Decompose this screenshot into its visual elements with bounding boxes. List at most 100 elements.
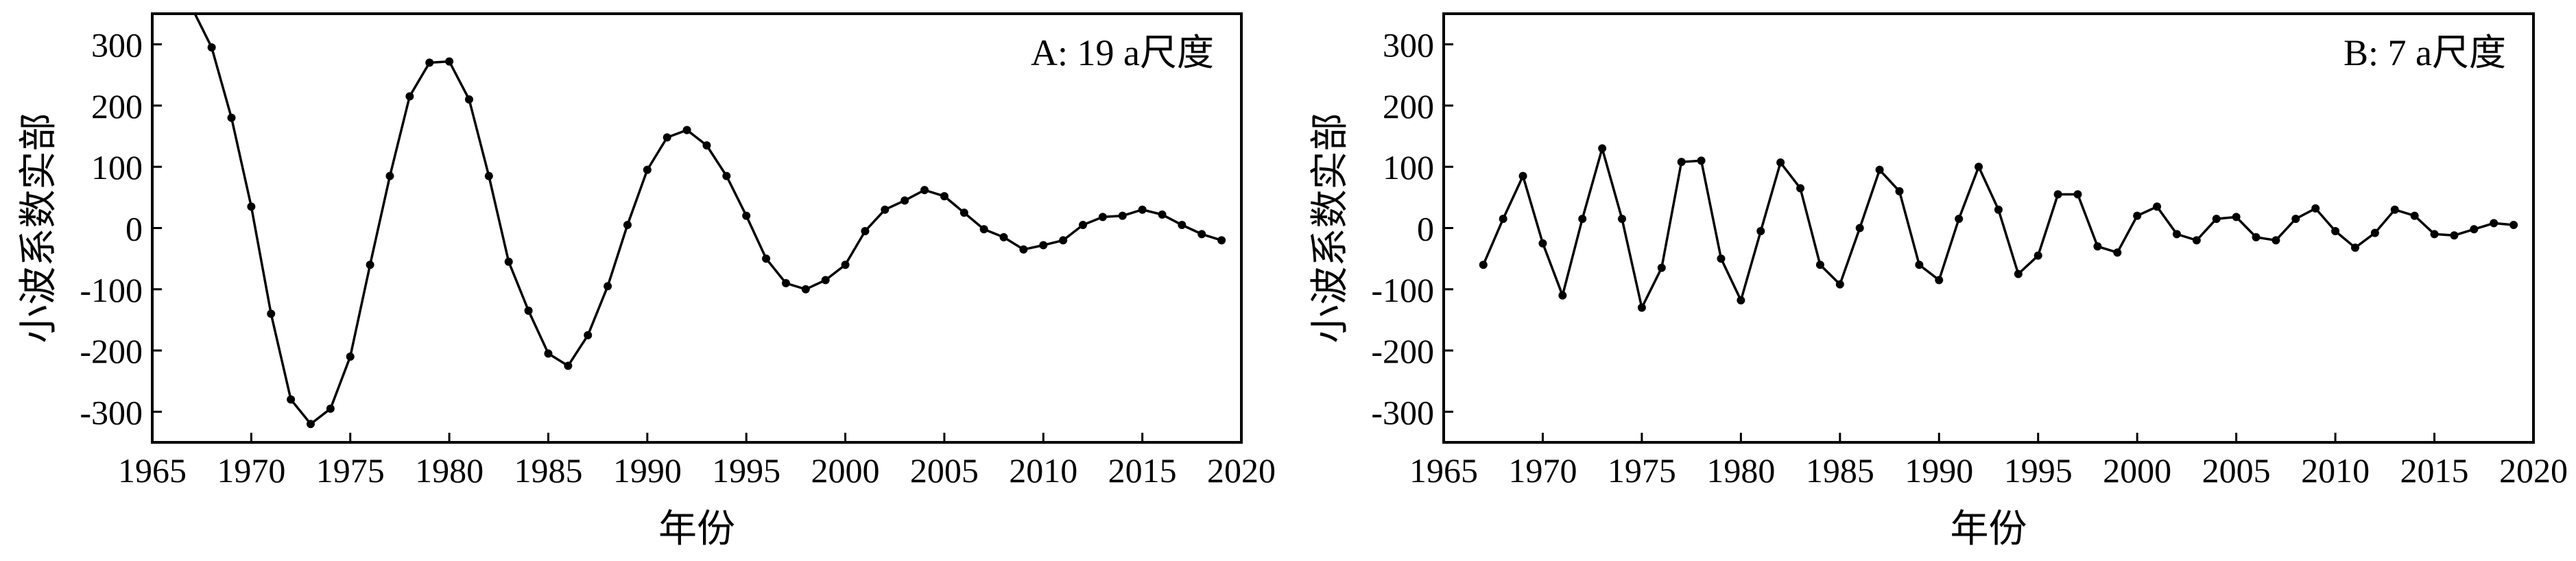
panel-a-data-point [544, 349, 553, 358]
panel-b-frame [1442, 12, 2535, 444]
panel-a-data-point [999, 232, 1008, 241]
panel-a-data-point [781, 278, 790, 287]
panel-a-data-point [1079, 221, 1088, 230]
panel-b-data-point [1975, 163, 1983, 171]
panel-a-data-point [1059, 236, 1068, 245]
panel-b-data-point [2291, 215, 2300, 224]
panel-a-data-point [564, 361, 573, 370]
panel-b-y-tick-label: 200 [1383, 87, 1434, 126]
panel-b-data-point [2093, 242, 2102, 251]
panel-a-data-point [881, 205, 890, 214]
panel-a-data-point [326, 404, 335, 413]
panel-a-y-tick-label: 100 [91, 148, 143, 187]
panel-b-x-tick-label: 2010 [2301, 451, 2370, 490]
panel-a-y-tick-label: -100 [80, 271, 143, 309]
panel-a-y-tick-label: 200 [91, 87, 143, 126]
panel-b-data-point [2450, 231, 2459, 240]
panel-b-data-point [1895, 187, 1904, 195]
panel-a-x-tick-label: 2015 [1108, 451, 1177, 490]
panel-a-data-point [484, 171, 493, 180]
panel-b-x-tick-label: 2005 [2202, 451, 2271, 490]
panel-a-data-point [821, 276, 830, 285]
panel-b-x-tick-label: 1980 [1706, 451, 1775, 490]
panel-a-y-tick-label: -200 [80, 332, 143, 370]
panel-a-data-point [584, 331, 593, 339]
panel-b-data-point [2470, 225, 2479, 234]
panel-a-data-point [504, 257, 513, 266]
panel-b-data-point [2490, 219, 2499, 228]
panel-a-x-tick-label: 1980 [415, 451, 484, 490]
panel-a-data-point [207, 43, 216, 52]
panel-a-x-tick-label: 2020 [1207, 451, 1276, 490]
panel-b-x-tick-label: 1970 [1508, 451, 1577, 490]
panel-b-data-point [1935, 276, 1944, 285]
panel-a-x-axis-label: 年份 [658, 508, 735, 551]
panel-b-data-point [2430, 230, 2439, 239]
panel-b-data-point [1875, 165, 1884, 174]
panel-b-data-point [2311, 204, 2320, 213]
panel-b-y-tick-label: -100 [1371, 271, 1434, 309]
panel-b-data-point [2172, 230, 2181, 239]
panel-b-data-point [2390, 205, 2399, 214]
panel-a-data-point [425, 58, 434, 67]
panel-b-data-point [2113, 248, 2122, 257]
panel-b-y-axis-label: 小波系数实部 [1309, 113, 1352, 344]
panel-a-data-point [959, 208, 968, 217]
panel-b-x-axis: 1965 1970 1975 1980 1985 1990 1995 2000 2005 2010… [1409, 433, 2568, 490]
panel-b-data-point [2232, 213, 2241, 222]
panel-a-data-point [227, 113, 236, 122]
panel-b-y-tick-label: -200 [1371, 332, 1434, 370]
panel-a-series [193, 14, 1226, 429]
panel-a-data-point [1019, 245, 1028, 254]
panel-a-data-point [1138, 205, 1147, 214]
panel-b-data-point [1737, 296, 1745, 305]
panel-b-x-tick-label: 2015 [2400, 451, 2469, 490]
panel-a-x-tick-label: 2000 [811, 451, 880, 490]
panel-b-data-point [1677, 158, 1686, 167]
panel-b-x-tick-label: 2000 [2103, 451, 2171, 490]
panel-a-data-point [1197, 230, 1206, 239]
panel-a-data-point [762, 254, 771, 263]
panel-b-data-point [1479, 261, 1488, 270]
panel-b-data-point [2073, 190, 2082, 199]
panel-a-data-point [979, 225, 988, 234]
panel-a-data-point [385, 171, 394, 180]
panel-a-data-point [445, 57, 454, 66]
panel-a-data-point [623, 221, 632, 230]
panel-a-data-point [663, 133, 671, 142]
panel-a-data-point [841, 261, 850, 270]
panel-a-data-point [464, 95, 473, 104]
panel-b-y-tick-label: 300 [1383, 26, 1434, 64]
panel-b-data-point [2252, 232, 2261, 241]
panel-b-series [1479, 143, 2518, 312]
panel-b-data-point [1955, 215, 1964, 224]
panel-b-data-point [1578, 215, 1587, 224]
panel-b-data-point [2053, 190, 2062, 199]
panel-a-data-point [287, 395, 296, 404]
panel-a-data-point [1158, 210, 1167, 219]
panel-a-y-axis: -300 -200 -100 0 100 200 300 [80, 26, 162, 431]
panel-b-x-tick-label: 1995 [2004, 451, 2073, 490]
panel-b-x-tick-label: 1965 [1409, 451, 1478, 490]
panel-b-data-point [1558, 291, 1567, 300]
panel-b-data-point [1697, 156, 1706, 165]
panel-a-x-tick-label: 1975 [316, 451, 385, 490]
panel-a-data-point [940, 192, 949, 201]
panel-a-data-point [861, 226, 870, 235]
panel-a-data-point [1178, 221, 1186, 230]
panel-b-data-point [1598, 144, 1607, 153]
panel-a-data-point [643, 165, 652, 174]
panel-b-x-tick-label: 1985 [1806, 451, 1874, 490]
panel-a-data-point [801, 285, 810, 294]
panel-b-data-point [2192, 236, 2201, 245]
panel-a-y-tick-label: 300 [91, 26, 143, 64]
panel-a-x-tick-label: 1985 [514, 451, 582, 490]
panel-a-x-tick-label: 1995 [712, 451, 780, 490]
panel-a-x-axis: 1965 1970 1975 1980 1985 1990 1995 2000 2005 2010… [118, 433, 1276, 490]
panel-b-data-point [2509, 221, 2518, 230]
panel-a-y-axis-label: 小波系数实部 [18, 113, 60, 344]
